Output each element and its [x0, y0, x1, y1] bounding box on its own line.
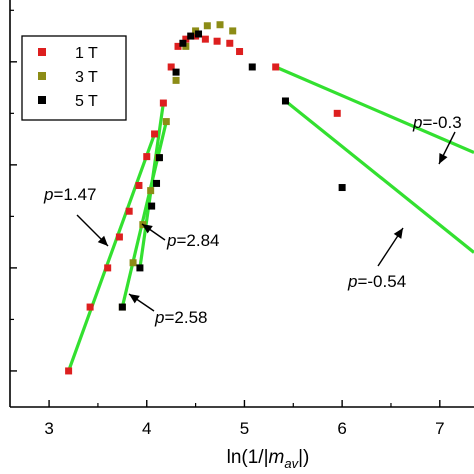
annotation-value: =2.58	[164, 308, 207, 327]
data-point-series-0	[86, 303, 94, 311]
legend-marker	[38, 72, 46, 80]
legend-marker	[38, 96, 46, 104]
annotation-var: p	[412, 113, 422, 132]
data-point-series-2	[248, 63, 256, 71]
annotation-value: =2.84	[176, 231, 219, 250]
data-point-series-0	[333, 109, 341, 117]
data-point-series-2	[195, 30, 203, 38]
annotation-label: p=-0.54	[347, 272, 406, 291]
annotation-label: p=2.58	[154, 308, 207, 327]
legend-marker	[38, 48, 46, 56]
legend-label: 3 T	[75, 69, 98, 86]
annotation-arrow-head	[142, 224, 153, 234]
annotation-var: p	[166, 231, 176, 250]
x-title-suffix: |)	[298, 447, 309, 468]
data-point-series-2	[148, 202, 156, 210]
data-point-series-0	[201, 35, 209, 43]
x-tick-label: 6	[337, 419, 346, 438]
fit-line-2	[120, 121, 168, 308]
data-point-series-0	[226, 39, 234, 47]
data-point-series-0	[135, 181, 143, 189]
x-title-var: m	[269, 447, 285, 468]
data-point-series-0	[151, 130, 159, 138]
data-point-series-1	[129, 259, 137, 267]
annotation-var: p	[43, 185, 53, 204]
data-point-series-1	[162, 118, 170, 126]
x-title-sub: av	[284, 456, 299, 471]
data-point-series-2	[172, 68, 180, 76]
data-point-series-2	[281, 97, 289, 105]
fit-line-4	[284, 99, 474, 254]
fit-lines	[67, 65, 474, 372]
data-point-series-2	[338, 184, 346, 192]
data-point-series-0	[125, 207, 133, 215]
data-point-series-1	[172, 76, 180, 84]
annotation-var: p	[347, 272, 357, 291]
legend-box	[21, 35, 127, 121]
data-point-series-0	[182, 35, 190, 43]
annotation-label: p=-0.3	[412, 113, 462, 132]
data-point-series-0	[159, 99, 167, 107]
data-points	[65, 21, 346, 375]
data-point-series-0	[213, 37, 221, 45]
data-point-series-2	[118, 303, 126, 311]
data-point-series-0	[65, 367, 73, 375]
axes: 3 4 5 6 7	[9, 0, 474, 438]
legend-label: 1 T	[75, 45, 98, 62]
x-tick-label: 3	[44, 419, 53, 438]
legend-label: 5 T	[75, 93, 98, 110]
data-point-series-0	[104, 264, 112, 272]
annotation-var: p	[154, 308, 164, 327]
annotation-arrow-head	[393, 228, 403, 239]
x-tick-label: 7	[435, 419, 444, 438]
fit-line-0	[67, 133, 157, 372]
x-tick-label: 4	[142, 419, 151, 438]
data-point-series-0	[174, 42, 182, 50]
legend: 1 T 3 T 5 T	[21, 35, 127, 121]
annotations: p=1.47p=2.84p=2.58p=-0.3p=-0.54	[43, 113, 462, 327]
data-point-series-1	[216, 21, 224, 29]
data-point-series-0	[272, 63, 280, 71]
annotation-value: =-0.54	[357, 272, 406, 291]
data-point-series-2	[136, 264, 144, 272]
annotation-arrow-head	[439, 153, 448, 164]
data-point-series-2	[153, 179, 161, 187]
data-point-series-0	[115, 233, 123, 241]
data-point-series-2	[155, 154, 163, 162]
data-point-series-1	[229, 27, 237, 35]
annotation-value: =1.47	[53, 185, 96, 204]
annotation-arrow-head	[129, 294, 140, 304]
data-point-series-0	[236, 48, 244, 56]
annotation-arrow-head	[97, 235, 108, 246]
data-point-series-1	[147, 187, 155, 195]
data-point-series-2	[187, 32, 195, 40]
data-point-series-1	[203, 22, 211, 30]
x-title-prefix: ln(1/|	[227, 447, 269, 468]
data-point-series-2	[179, 39, 187, 47]
fit-line-3	[275, 65, 474, 154]
annotation-value: =-0.3	[422, 113, 461, 132]
data-point-series-0	[143, 153, 151, 161]
x-tick-label: 5	[240, 419, 249, 438]
annotation-label: p=2.84	[166, 231, 219, 250]
data-point-series-0	[167, 63, 175, 71]
annotation-label: p=1.47	[43, 185, 96, 204]
x-axis-title: ln(1/|mav|)	[227, 447, 310, 471]
